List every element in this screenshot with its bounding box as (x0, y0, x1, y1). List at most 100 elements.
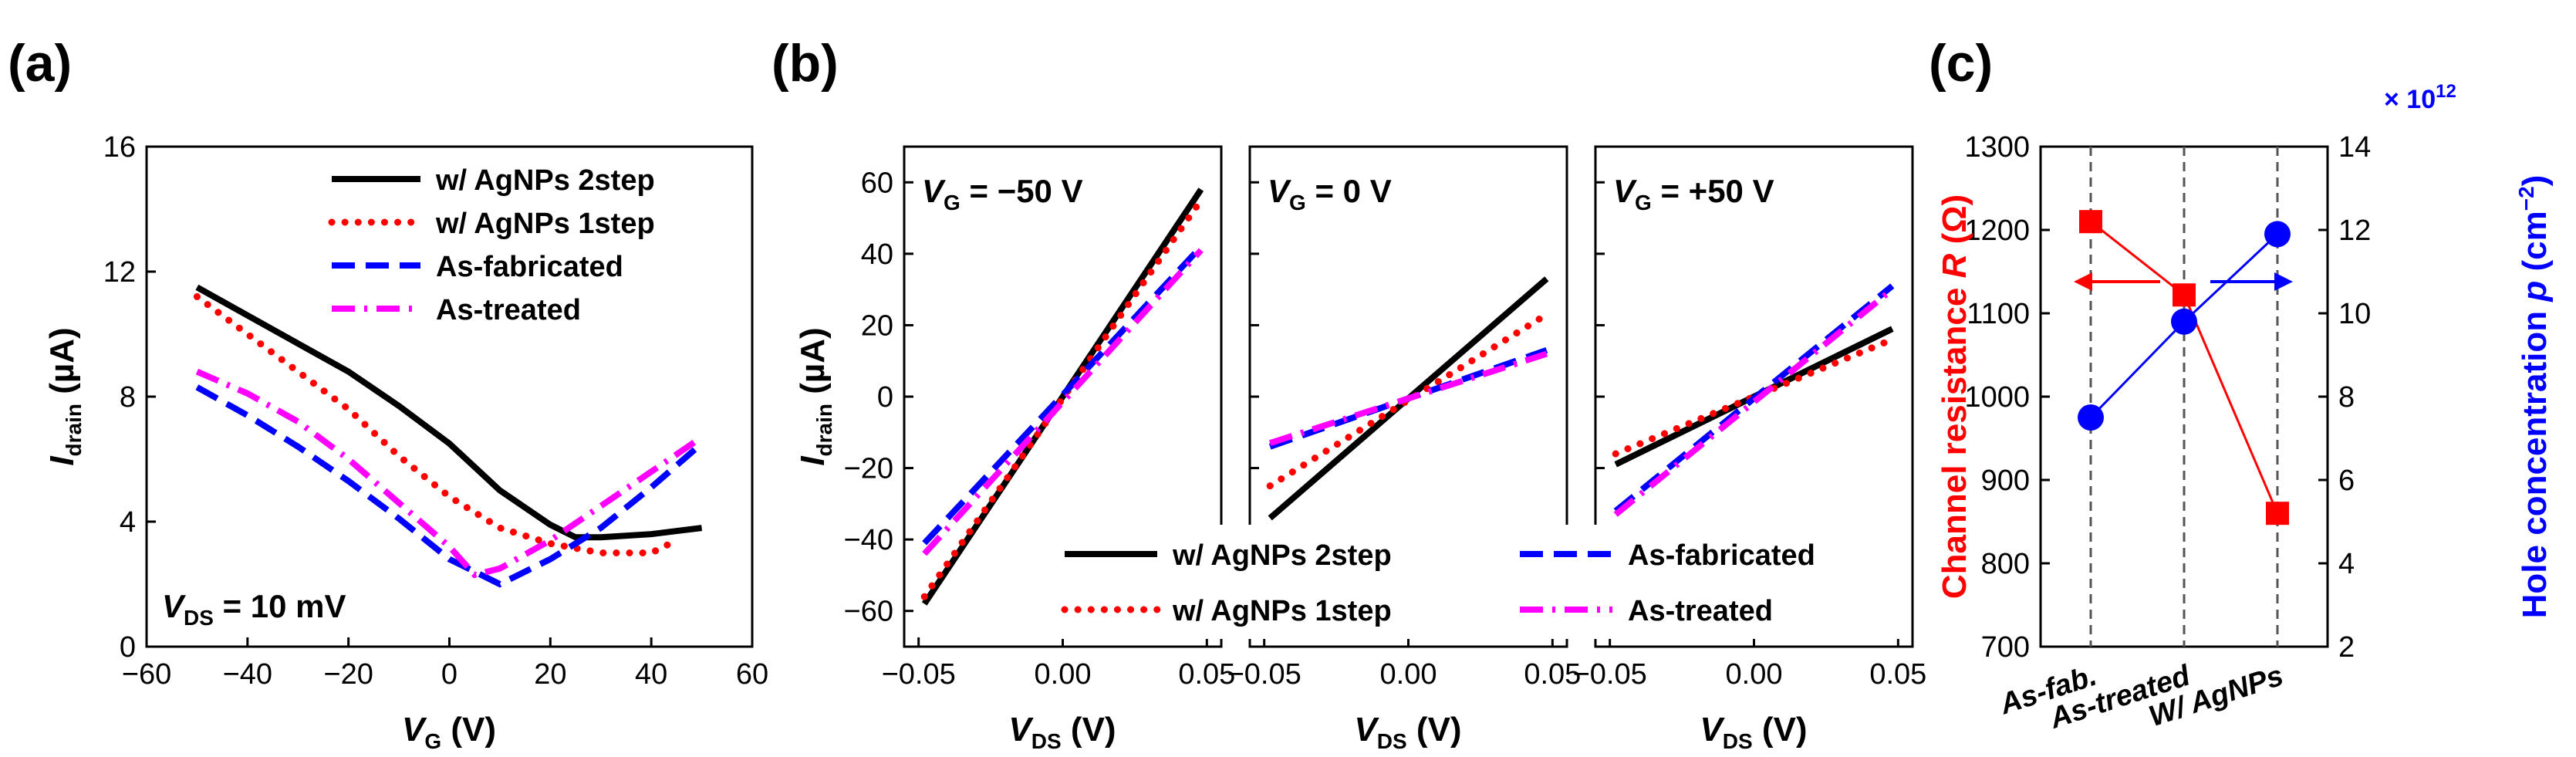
legend-label-as-treated: As-treated (1628, 595, 1773, 627)
x-tick-label: 0.05 (1178, 658, 1235, 691)
x-tick-label: −0.05 (1227, 658, 1302, 691)
y-tick-label: 0 (877, 381, 893, 414)
series-line-w-agnps-1step (193, 292, 680, 556)
panel-b-middle-label: VG = 0 V (1268, 173, 1392, 215)
data-point-hole-concentration (2078, 404, 2104, 431)
x-tick-label: −0.05 (1573, 658, 1647, 691)
legend-label-1step: w/ AgNPs 1step (1172, 595, 1392, 627)
x-tick-label: 0.00 (1726, 658, 1783, 691)
series-line-w-agnps-1step (920, 196, 1205, 600)
panel-b-right-label: VG = +50 V (1613, 173, 1774, 215)
panel-a-chart: −60 −40 −20 0 20 40 60 0 4 8 12 16 w/ AgNPs 2step w… (43, 131, 768, 753)
right-y-tick-label: 6 (2338, 465, 2355, 497)
x-tick-label: −20 (323, 658, 373, 691)
panel-b-x-axis-title-middle: VDS (V) (1354, 711, 1461, 753)
series-line-as-treated (1613, 286, 1895, 517)
legend-label-2step: w/ AgNPs 2step (435, 164, 655, 197)
left-y-tick-label: 700 (1981, 631, 2030, 664)
series-line-as-treated (195, 368, 704, 579)
left-y-tick-label: 1200 (1964, 215, 2030, 247)
x-tick-label: −60 (122, 658, 171, 691)
legend-label-2step: w/ AgNPs 2step (1172, 539, 1392, 572)
panel-a-x-axis-title: VG (V) (402, 711, 496, 753)
series-line-w-agnps-2step (195, 284, 703, 541)
data-point-hole-concentration (2264, 221, 2291, 248)
right-y-tick-label: 2 (2338, 631, 2355, 664)
x-tick-label: 0.05 (1869, 658, 1926, 691)
panel-b-legend-background (1053, 525, 1906, 639)
x-tick-label: 20 (534, 658, 566, 691)
legend-label-as-treated: As-treated (436, 294, 581, 326)
panel-a-legend: w/ AgNPs 2step w/ AgNPs 1step As-fabrica… (328, 164, 655, 326)
panel-b-y-axis-title: Idrain (µA) (794, 327, 836, 465)
x-tick-label: 40 (635, 658, 667, 691)
right-y-tick-label: 14 (2338, 131, 2371, 164)
x-tick-label: 0 (441, 658, 457, 691)
panel-label-b: (b) (771, 34, 839, 93)
y-tick-label: 4 (120, 506, 136, 539)
data-point-channel-resistance (2266, 502, 2289, 526)
right-y-tick-label: 10 (2338, 298, 2371, 330)
x-tick-label: −40 (223, 658, 272, 691)
panel-b-x-axis-title-right: VDS (V) (1700, 711, 1807, 753)
x-tick-label: 60 (736, 658, 768, 691)
panel-b-x-axis-title-left: VDS (V) (1008, 711, 1116, 753)
panel-b-chart: −0.05 0.00 0.05−0.05 0.00 0.05−0.05 0.00 0.05−… (794, 145, 1927, 753)
y-tick-label: 60 (861, 167, 893, 199)
series-line-w-agnps-1step (1266, 311, 1551, 490)
y-tick-label: 20 (861, 309, 893, 342)
x-tick-label: −0.05 (882, 658, 956, 691)
x-tick-label: 0.00 (1380, 658, 1437, 691)
legend-label-1step: w/ AgNPs 1step (435, 208, 655, 240)
panel-b-left-label: VG = −50 V (922, 173, 1083, 215)
y-tick-label: 16 (103, 131, 136, 164)
series-line-w-agnps-1step (1612, 336, 1896, 458)
y-tick-label: −20 (844, 453, 893, 485)
panel-c-grid (2089, 147, 2279, 647)
panel-label-c: (c) (1929, 34, 1993, 93)
y-tick-label: 0 (120, 631, 136, 664)
panel-a-y-axis-title: Idrain (µA) (43, 327, 86, 465)
data-point-channel-resistance (2079, 210, 2102, 234)
panel-a-series (193, 284, 704, 588)
panel-b-legend: w/ AgNPs 2step As-fabricated w/ AgNPs 1s… (1053, 525, 1906, 639)
panel-b-x-axis-titles: VDS (V) VDS (V) VDS (V) (1008, 711, 1807, 753)
left-y-tick-label: 800 (1981, 548, 2030, 580)
panel-label-a: (a) (8, 34, 72, 93)
left-axis-arrow (2074, 272, 2160, 291)
legend-label-as-fabricated: As-fabricated (1628, 539, 1815, 572)
data-point-channel-resistance (2173, 283, 2196, 307)
panel-a-ticks: −60 −40 −20 0 20 40 60 0 4 8 12 16 (103, 131, 768, 691)
y-tick-label: 40 (861, 238, 893, 271)
left-y-tick-label: 900 (1981, 465, 2030, 497)
panel-c-series (2078, 210, 2291, 526)
y-tick-label: −60 (844, 596, 893, 628)
data-point-hole-concentration (2171, 308, 2197, 335)
right-y-tick-label: 8 (2338, 381, 2355, 414)
left-y-tick-label: 1300 (1964, 131, 2030, 164)
right-y-tick-label: 12 (2338, 215, 2371, 247)
left-y-tick-label: 1000 (1964, 381, 2030, 414)
right-axis-scale-note: × 1012 (2384, 81, 2456, 114)
panel-b-series (920, 188, 1896, 606)
y-tick-label: 8 (120, 381, 136, 414)
x-tick-label: 0.00 (1035, 658, 1092, 691)
legend-label-as-fabricated: As-fabricated (436, 251, 623, 283)
x-tick-label: 0.05 (1524, 658, 1581, 691)
series-line-as-treated (1268, 350, 1548, 447)
panel-c-left-axis-title: Channel resistance R (Ω) (1936, 194, 1973, 599)
panel-c-right-axis-title: Hole concentration p (cm−2) (2514, 175, 2554, 619)
panel-a-annotation: VDS = 10 mV (162, 588, 346, 630)
series-line-as-fabricated (195, 384, 704, 588)
right-y-tick-label: 4 (2338, 548, 2355, 580)
right-axis-arrow-head (2274, 272, 2293, 291)
left-axis-arrow-head (2074, 272, 2092, 291)
panel-b-ticks: −0.05 0.00 0.05−0.05 0.00 0.05−0.05 0.00 0.05−… (844, 167, 1927, 691)
y-tick-label: 12 (103, 256, 136, 289)
y-tick-label: −40 (844, 524, 893, 556)
right-axis-arrow (2210, 272, 2293, 291)
left-y-tick-label: 1100 (1967, 298, 2030, 330)
